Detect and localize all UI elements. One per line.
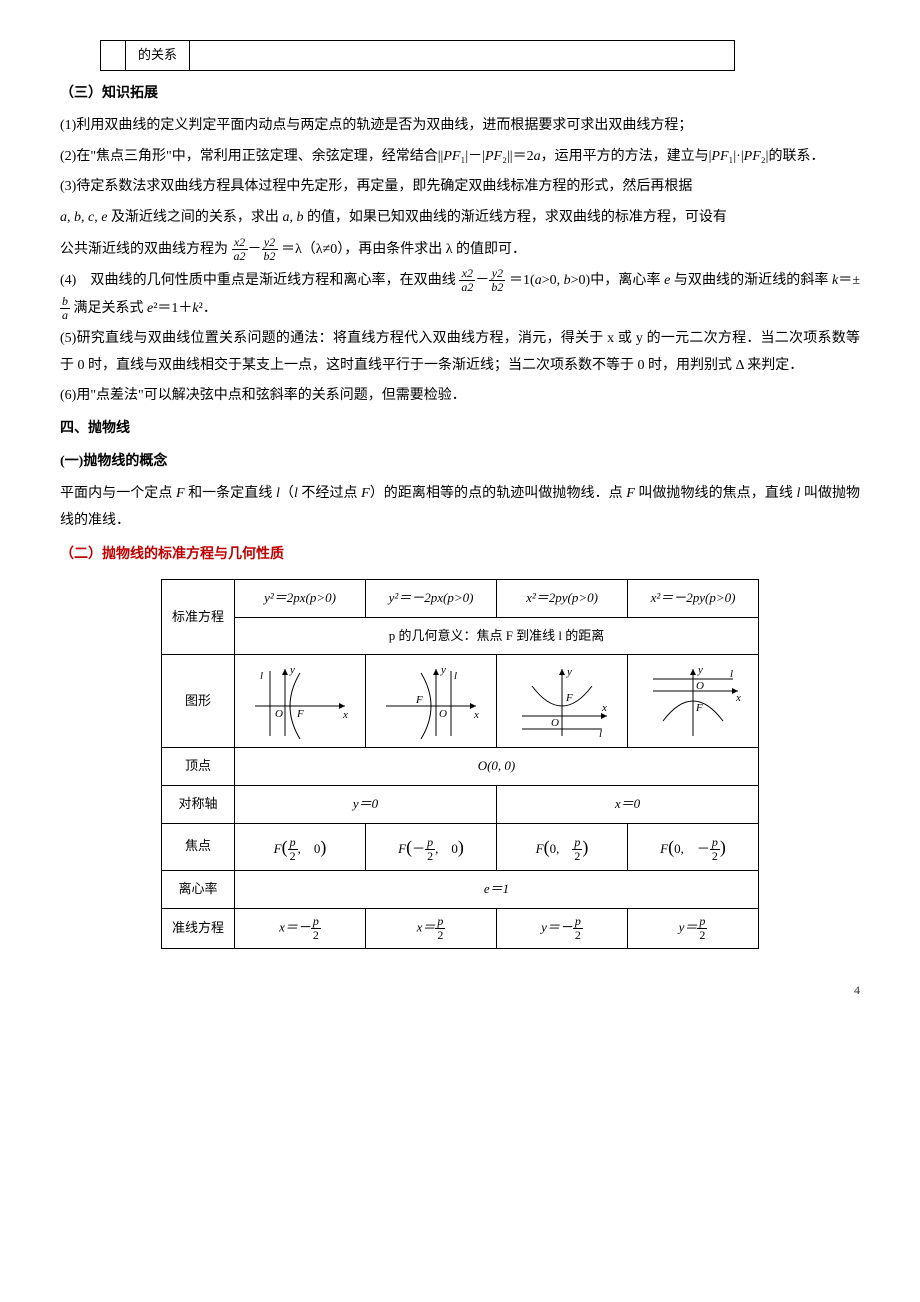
axis-x: x＝0 <box>497 785 759 823</box>
row-label-fig: 图形 <box>161 655 234 748</box>
focus2: F(－p2, 0) <box>366 823 497 870</box>
focus3: F(0, p2) <box>497 823 628 870</box>
eq1: y²＝2px(p>0) <box>235 579 366 617</box>
focus1: F(p2, 0) <box>235 823 366 870</box>
svg-text:x: x <box>473 709 479 721</box>
top-cell: 的关系 <box>126 41 190 71</box>
page-number: 4 <box>60 979 860 1002</box>
para-1: (1)利用双曲线的定义判定平面内动点与两定点的轨迹是否为双曲线，进而根据要求可求… <box>60 113 860 140</box>
dir4: y＝p2 <box>628 908 759 948</box>
svg-text:F: F <box>415 694 423 706</box>
row-label-ecc: 离心率 <box>161 870 234 908</box>
svg-text:y: y <box>289 664 295 676</box>
row-label-std: 标准方程 <box>161 579 234 654</box>
svg-text:O: O <box>551 717 559 729</box>
header-mini-table: 的关系 <box>100 40 735 71</box>
svg-text:y: y <box>440 664 446 676</box>
dir2: x＝p2 <box>366 908 497 948</box>
fig4: x y O F l <box>628 655 759 748</box>
svg-text:l: l <box>260 670 263 682</box>
para-4: (4) 双曲线的几何性质中重点是渐近线方程和离心率，在双曲线 x2a2－y2b2… <box>60 267 860 322</box>
para-5: (5)研究直线与双曲线位置关系问题的通法：将直线方程代入双曲线方程，消元，得关于… <box>60 326 860 379</box>
row-label-focus: 焦点 <box>161 823 234 870</box>
eq2: y²＝－2px(p>0) <box>366 579 497 617</box>
dir3: y＝－p2 <box>497 908 628 948</box>
svg-text:O: O <box>696 680 704 692</box>
para-3c: 公共渐近线的双曲线方程为 x2a2－y2b2 ＝λ（λ≠0），再由条件求出 λ … <box>60 236 860 264</box>
row-label-vertex: 顶点 <box>161 748 234 786</box>
row-label-directrix: 准线方程 <box>161 908 234 948</box>
focus4: F(0, －p2) <box>628 823 759 870</box>
vertex: O(0, 0) <box>235 748 759 786</box>
p-meaning: p 的几何意义：焦点 F 到准线 l 的距离 <box>235 617 759 655</box>
svg-text:F: F <box>296 708 304 720</box>
parabola-table: 标准方程 y²＝2px(p>0) y²＝－2px(p>0) x²＝2py(p>0… <box>161 579 759 949</box>
svg-text:l: l <box>599 728 602 740</box>
row-label-axis: 对称轴 <box>161 785 234 823</box>
eq3: x²＝2py(p>0) <box>497 579 628 617</box>
svg-text:O: O <box>275 708 283 720</box>
svg-text:x: x <box>735 692 741 704</box>
frac-x2a2: x2a2 <box>232 236 248 263</box>
svg-text:x: x <box>342 709 348 721</box>
section-4-title: 四、抛物线 <box>60 416 860 443</box>
dir1: x＝－p2 <box>235 908 366 948</box>
svg-text:l: l <box>730 668 733 680</box>
svg-text:F: F <box>565 692 573 704</box>
svg-text:O: O <box>439 708 447 720</box>
svg-text:F: F <box>695 702 703 714</box>
axis-y: y＝0 <box>235 785 497 823</box>
svg-text:l: l <box>454 670 457 682</box>
eq4: x²＝－2py(p>0) <box>628 579 759 617</box>
para-6: (6)用"点差法"可以解决弦中点和弦斜率的关系问题，但需要检验． <box>60 383 860 410</box>
svg-text:y: y <box>566 666 572 678</box>
ecc: e＝1 <box>235 870 759 908</box>
section-3-title: （三）知识拓展 <box>60 81 860 108</box>
svg-text:x: x <box>601 702 607 714</box>
para-3b: a, b, c, e 及渐近线之间的关系，求出 a, b 的值，如果已知双曲线的… <box>60 205 860 232</box>
svg-text:y: y <box>697 664 703 676</box>
para-2: (2)在"焦点三角形"中，常利用正弦定理、余弦定理，经常结合||PF₁|－|PF… <box>60 144 860 171</box>
section-4b-title: （二）抛物线的标准方程与几何性质 <box>60 542 860 569</box>
para-7: 平面内与一个定点 F 和一条定直线 l（l 不经过点 F）的距离相等的点的轨迹叫… <box>60 481 860 534</box>
fig1: x y O F l <box>235 655 366 748</box>
frac-y2b2: y2b2 <box>262 236 278 263</box>
para-3a: (3)待定系数法求双曲线方程具体过程中先定形，再定量，即先确定双曲线标准方程的形… <box>60 174 860 201</box>
fig3: x y O F l <box>497 655 628 748</box>
section-4a-title: (一)抛物线的概念 <box>60 449 860 476</box>
fig2: x y O F l <box>366 655 497 748</box>
